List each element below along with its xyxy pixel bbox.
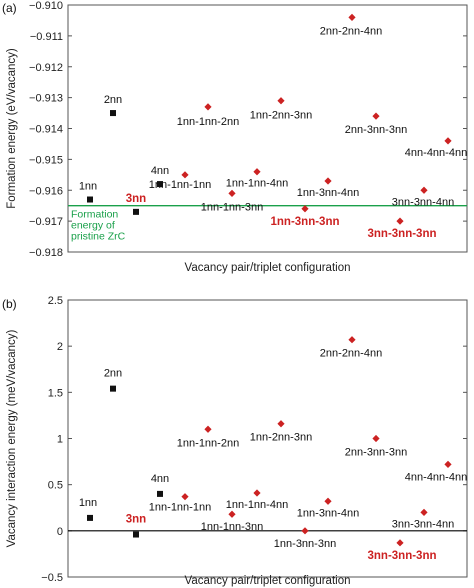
y-axis-title: Vacancy interaction energy (meV/vacancy) [6, 329, 18, 547]
triplet-marker [444, 460, 452, 468]
pair-label: 4nn [151, 165, 169, 177]
pair-marker [133, 208, 139, 215]
pair-label: 2nn [104, 368, 122, 380]
pair-label: 1nn [79, 497, 97, 509]
triplet-label: 2nn-2nn-4nn [320, 25, 382, 37]
y-tick-label: −0.910 [29, 0, 63, 12]
triplet-marker [420, 508, 428, 516]
triplet-label: 3nn-3nn-3nn [368, 550, 437, 562]
triplet-label: 1nn-1nn-1nn [149, 179, 211, 191]
triplet-label: 1nn-1nn-1nn [149, 502, 211, 514]
triplet-label: 3nn-3nn-4nn [392, 196, 454, 208]
triplet-label: 2nn-2nn-4nn [320, 348, 382, 360]
pair-marker [87, 514, 93, 521]
triplet-marker [301, 527, 309, 535]
triplet-marker [324, 177, 332, 185]
triplet-marker [396, 217, 404, 225]
reference-line-label: energy of [71, 220, 115, 232]
triplet-marker [204, 425, 212, 433]
y-tick-label: −0.918 [29, 247, 63, 259]
triplet-label: 1nn-1nn-3nn [201, 201, 263, 213]
triplet-marker [277, 420, 285, 428]
triplet-label: 4nn-4nn-4nn [405, 471, 467, 483]
triplet-label: 3nn-3nn-4nn [392, 518, 454, 530]
triplet-marker [301, 205, 309, 213]
pair-marker [87, 196, 93, 203]
triplet-marker [228, 510, 236, 518]
y-axis-title: Formation energy (eV/vacancy) [6, 48, 18, 209]
triplet-marker [372, 112, 380, 120]
triplet-label: 1nn-3nn-3nn [271, 216, 340, 228]
triplet-marker [348, 336, 356, 344]
y-tick-label: 0.5 [48, 480, 63, 492]
triplet-marker [181, 493, 189, 501]
pair-label: 4nn [151, 473, 169, 485]
y-tick-label: 2.5 [48, 295, 63, 307]
triplet-label: 2nn-3nn-3nn [345, 124, 407, 136]
triplet-marker [253, 168, 261, 176]
y-tick-label: 2 [57, 341, 63, 353]
x-axis-title: Vacancy pair/triplet configuration [185, 575, 351, 587]
panel-label: (b) [2, 297, 17, 311]
triplet-marker [204, 103, 212, 111]
panel-label: (a) [2, 1, 17, 15]
y-tick-label: −0.912 [29, 62, 63, 74]
triplet-marker [324, 497, 332, 505]
triplet-marker [420, 186, 428, 194]
triplet-marker [444, 137, 452, 145]
triplet-label: 3nn-3nn-3nn [368, 228, 437, 240]
triplet-label: 1nn-3nn-4nn [297, 187, 359, 199]
y-tick-label: 1.5 [48, 387, 63, 399]
triplet-marker [253, 489, 261, 497]
triplet-marker [181, 171, 189, 179]
triplet-marker [372, 434, 380, 443]
triplet-label: 1nn-1nn-2nn [177, 437, 239, 449]
panel-b: −0.5 0 0.5 1 1.5 2 2.5 (b) Vacancy interaction e… [2, 295, 468, 587]
y-tick-label: 0 [57, 526, 63, 538]
triplet-marker [277, 97, 285, 105]
y-tick-label: −0.911 [30, 31, 63, 43]
pair-marker [133, 531, 139, 538]
y-tick-label: −0.5 [41, 572, 63, 584]
triplet-label: 1nn-3nn-4nn [297, 507, 359, 519]
triplet-label: 1nn-1nn-4nn [226, 178, 288, 190]
pair-label: 3nn [126, 193, 146, 205]
triplet-label: 1nn-2nn-3nn [250, 110, 312, 122]
panel-a: −0.918 −0.917 −0.916 −0.915 −0.914 −0.913 −0.9… [2, 0, 468, 274]
reference-line-label: Formation [71, 209, 118, 221]
y-tick-label: 1 [57, 434, 63, 446]
pair-marker [157, 181, 163, 188]
pair-marker [110, 385, 116, 392]
y-tick-label: −0.916 [29, 185, 63, 197]
y-tick-label: −0.914 [29, 124, 63, 136]
pair-label: 1nn [79, 181, 97, 193]
triplet-label: 1nn-3nn-3nn [274, 538, 336, 550]
pair-label: 2nn [104, 94, 122, 106]
triplet-label: 1nn-1nn-4nn [226, 499, 288, 511]
triplet-marker [348, 13, 356, 21]
triplet-label: 4nn-4nn-4nn [405, 147, 467, 159]
x-axis-title: Vacancy pair/triplet configuration [185, 262, 351, 274]
triplet-label: 1nn-1nn-2nn [177, 116, 239, 128]
triplet-label: 2nn-3nn-3nn [345, 447, 407, 459]
triplet-label: 1nn-1nn-3nn [201, 521, 263, 533]
pair-label: 3nn [126, 514, 146, 526]
triplet-marker [228, 189, 236, 197]
y-tick-label: −0.913 [29, 93, 63, 105]
triplet-marker [396, 539, 404, 547]
y-tick-label: −0.915 [29, 154, 63, 166]
pair-marker [157, 490, 163, 497]
y-tick-label: −0.917 [29, 216, 63, 228]
triplet-label: 1nn-2nn-3nn [250, 432, 312, 444]
pair-marker [110, 110, 116, 117]
reference-line-label: pristine ZrC [71, 231, 126, 243]
